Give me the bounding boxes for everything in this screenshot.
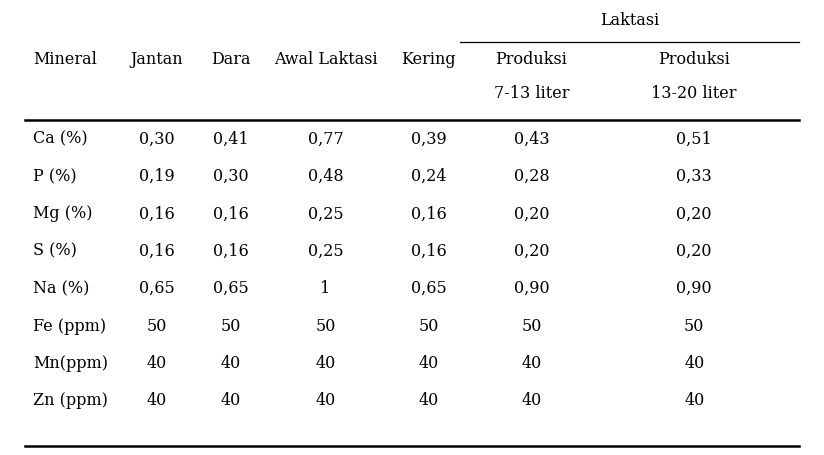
- Text: 7-13 liter: 7-13 liter: [494, 85, 569, 102]
- Text: 0,20: 0,20: [513, 205, 550, 222]
- Text: 0,16: 0,16: [213, 242, 249, 259]
- Text: 0,51: 0,51: [677, 130, 712, 147]
- Text: 40: 40: [221, 354, 241, 371]
- Text: 0,16: 0,16: [138, 205, 175, 222]
- Text: Zn (ppm): Zn (ppm): [33, 391, 108, 409]
- Text: Fe (ppm): Fe (ppm): [33, 317, 106, 334]
- Text: 40: 40: [684, 354, 705, 371]
- Text: 0,43: 0,43: [513, 130, 550, 147]
- Text: 40: 40: [316, 391, 335, 409]
- Text: Kering: Kering: [401, 51, 456, 68]
- Text: Ca (%): Ca (%): [33, 130, 87, 147]
- Text: 40: 40: [522, 354, 541, 371]
- Text: 50: 50: [684, 317, 705, 334]
- Text: Produksi: Produksi: [658, 51, 730, 68]
- Text: 0,20: 0,20: [513, 242, 550, 259]
- Text: 0,65: 0,65: [138, 279, 175, 297]
- Text: S (%): S (%): [33, 242, 77, 259]
- Text: 0,19: 0,19: [138, 167, 175, 185]
- Text: 0,20: 0,20: [677, 242, 712, 259]
- Text: Dara: Dara: [211, 51, 250, 68]
- Text: 50: 50: [419, 317, 438, 334]
- Text: 0,16: 0,16: [138, 242, 175, 259]
- Text: 0,65: 0,65: [213, 279, 249, 297]
- Text: Produksi: Produksi: [495, 51, 568, 68]
- Text: 0,48: 0,48: [307, 167, 344, 185]
- Text: 50: 50: [221, 317, 241, 334]
- Text: 50: 50: [147, 317, 166, 334]
- Text: 40: 40: [147, 354, 166, 371]
- Text: 0,90: 0,90: [677, 279, 712, 297]
- Text: 0,20: 0,20: [677, 205, 712, 222]
- Text: Mineral: Mineral: [33, 51, 97, 68]
- Text: Awal Laktasi: Awal Laktasi: [274, 51, 377, 68]
- Text: 40: 40: [316, 354, 335, 371]
- Text: 0,16: 0,16: [213, 205, 249, 222]
- Text: 0,39: 0,39: [410, 130, 447, 147]
- Text: 40: 40: [221, 391, 241, 409]
- Text: 0,16: 0,16: [410, 205, 447, 222]
- Text: P (%): P (%): [33, 167, 77, 185]
- Text: Na (%): Na (%): [33, 279, 89, 297]
- Text: 0,30: 0,30: [213, 167, 249, 185]
- Text: 0,25: 0,25: [307, 205, 344, 222]
- Text: 40: 40: [419, 391, 438, 409]
- Text: 0,77: 0,77: [307, 130, 344, 147]
- Text: 40: 40: [684, 391, 705, 409]
- Text: Mg (%): Mg (%): [33, 205, 92, 222]
- Text: 0,30: 0,30: [138, 130, 175, 147]
- Text: 0,25: 0,25: [307, 242, 344, 259]
- Text: 0,16: 0,16: [410, 242, 447, 259]
- Text: 0,41: 0,41: [213, 130, 249, 147]
- Text: 40: 40: [522, 391, 541, 409]
- Text: 13-20 liter: 13-20 liter: [652, 85, 737, 102]
- Text: 0,90: 0,90: [513, 279, 550, 297]
- Text: 0,28: 0,28: [513, 167, 550, 185]
- Text: 50: 50: [316, 317, 335, 334]
- Text: 40: 40: [147, 391, 166, 409]
- Text: Mn(ppm): Mn(ppm): [33, 354, 108, 371]
- Text: 0,65: 0,65: [410, 279, 447, 297]
- Text: 1: 1: [321, 279, 330, 297]
- Text: 0,33: 0,33: [677, 167, 712, 185]
- Text: 0,24: 0,24: [410, 167, 447, 185]
- Text: 40: 40: [419, 354, 438, 371]
- Text: 50: 50: [522, 317, 541, 334]
- Text: Laktasi: Laktasi: [600, 12, 659, 29]
- Text: Jantan: Jantan: [130, 51, 183, 68]
